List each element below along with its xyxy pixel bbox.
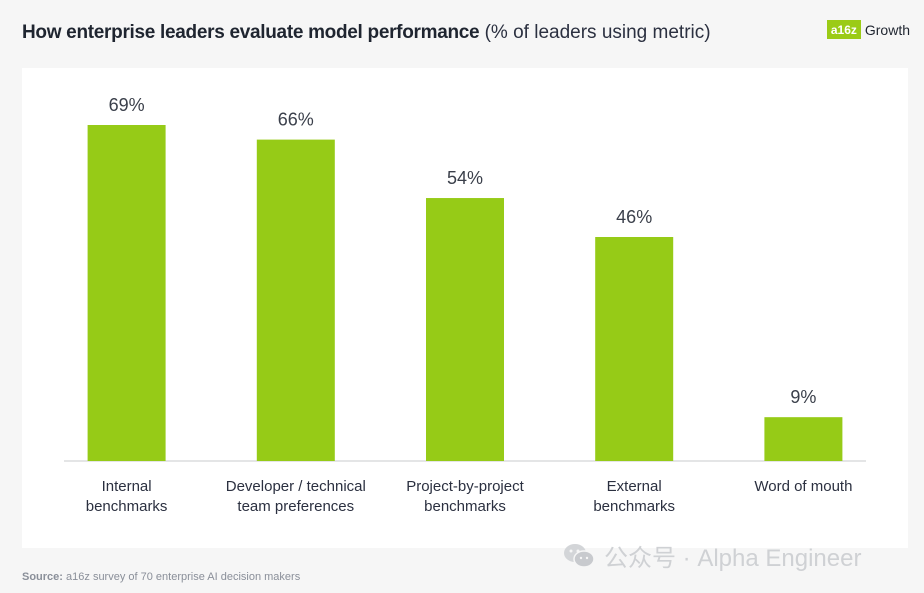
x-tick-label-5-line-1: Word of mouth [754,478,852,495]
bar-3 [426,198,504,462]
chart-title-bold: How enterprise leaders evaluate model pe… [22,22,480,43]
bar-chart: 69% Internal benchmarks 66% Developer / tech… [64,95,866,515]
source-text: a16z survey of 70 enterprise AI decision… [66,571,301,583]
chart-panel: 69% Internal benchmarks 66% Developer / tech… [22,68,908,548]
data-label-1: 69% [109,95,145,115]
chart-title: How enterprise leaders evaluate model pe… [22,22,711,44]
x-tick-label-3-line-1: Project-by-project [406,478,524,495]
x-tick-label-2-line-1: Developer / technical [226,478,366,495]
x-tick-label-2-line-2: team preferences [237,498,354,515]
x-tick-label-1-line-2: benchmarks [86,498,168,515]
wechat-icon [562,542,596,570]
source-note: Source: a16z survey of 70 enterprise AI … [22,571,300,583]
x-tick-label-4-line-1: External [607,478,662,495]
data-label-3: 54% [447,168,483,188]
data-label-4: 46% [616,207,652,227]
logo-text: Growth [864,21,910,38]
x-tick-label-4-line-2: benchmarks [593,498,675,515]
bar-2 [256,139,335,461]
watermark: 公众号 · Alpha Engineer [562,538,861,573]
bar-1 [87,125,166,461]
source-label: Source: [22,571,63,583]
watermark-text: 公众号 · Alpha Engineer [604,545,862,572]
bar-5 [764,417,843,461]
a16z-growth-logo: a16z Growth [826,20,910,39]
bar-4 [595,237,674,461]
data-label-2: 66% [278,110,314,130]
x-tick-label-3-line-2: benchmarks [424,498,506,515]
data-label-5: 9% [790,387,816,407]
logo-badge: a16z [826,20,861,39]
x-tick-label-1-line-1: Internal [102,478,152,495]
chart-subtitle: (% of leaders using metric) [484,22,711,43]
